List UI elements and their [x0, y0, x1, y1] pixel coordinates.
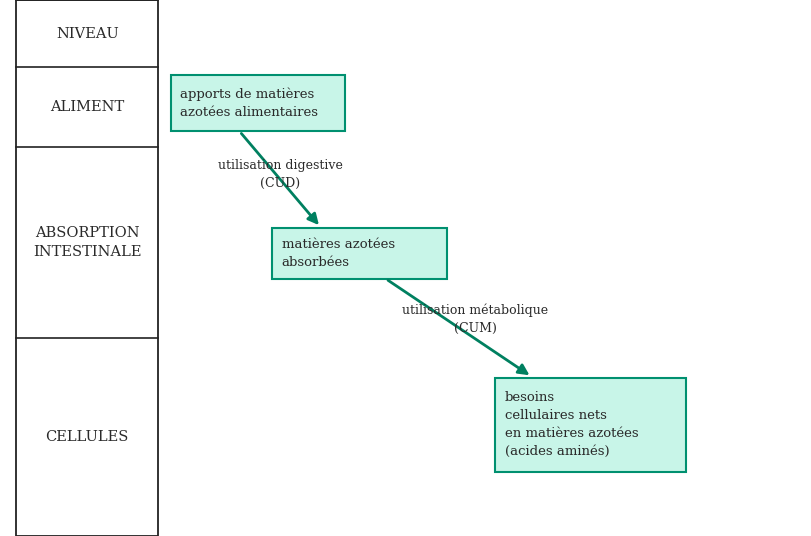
Bar — [495, 378, 685, 472]
Text: ALIMENT: ALIMENT — [50, 100, 124, 114]
Text: utilisation métabolique
(CUM): utilisation métabolique (CUM) — [401, 303, 547, 334]
Text: apports de matières
azotées alimentaires: apports de matières azotées alimentaires — [180, 87, 318, 119]
Bar — [272, 228, 446, 279]
Bar — [170, 75, 345, 131]
Text: NIVEAU: NIVEAU — [56, 26, 118, 41]
Text: ABSORPTION
INTESTINALE: ABSORPTION INTESTINALE — [33, 226, 141, 259]
Text: besoins
cellulaires nets
en matières azotées
(acides aminés): besoins cellulaires nets en matières azo… — [504, 391, 638, 458]
Text: matières azotées
absorbées: matières azotées absorbées — [281, 238, 394, 269]
Text: CELLULES: CELLULES — [45, 430, 129, 444]
Bar — [16, 0, 158, 536]
Text: utilisation digestive
(CUD): utilisation digestive (CUD) — [217, 159, 342, 190]
